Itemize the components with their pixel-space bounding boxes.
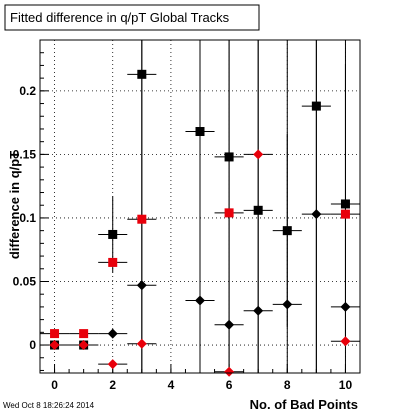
diamond-marker bbox=[282, 299, 293, 310]
x-tick-label: 2 bbox=[109, 378, 116, 392]
square-marker bbox=[79, 329, 89, 339]
x-tick-labels: 0 2 4 6 8 10 bbox=[51, 378, 352, 392]
square-marker bbox=[224, 208, 234, 218]
error-bars bbox=[40, 40, 360, 373]
square-marker bbox=[108, 229, 118, 239]
diamond-marker bbox=[136, 338, 147, 349]
y-tick-label: 0.15 bbox=[13, 147, 37, 161]
x-tick-label: 6 bbox=[226, 378, 233, 392]
x-tick-label: 8 bbox=[284, 378, 291, 392]
x-tick-label: 0 bbox=[51, 378, 58, 392]
x-tick-label: 4 bbox=[168, 378, 175, 392]
square-marker bbox=[253, 205, 263, 215]
diamond-marker bbox=[195, 295, 205, 306]
square-marker bbox=[137, 214, 147, 224]
square-marker bbox=[224, 152, 234, 162]
plot-frame bbox=[39, 39, 361, 374]
y-tick-label: 0.05 bbox=[13, 274, 37, 288]
diamond-marker bbox=[311, 209, 322, 220]
square-marker bbox=[340, 199, 350, 209]
square-marker bbox=[195, 127, 205, 137]
diamond-marker bbox=[136, 280, 147, 291]
diamond-marker bbox=[253, 149, 264, 160]
square-marker bbox=[108, 257, 118, 267]
diamond-marker bbox=[253, 305, 264, 316]
diamond-marker bbox=[107, 328, 118, 339]
diamond-marker bbox=[340, 301, 351, 312]
y-axis-label: difference in q/pT bbox=[7, 151, 22, 259]
square-marker bbox=[50, 329, 60, 339]
y-tick-label: 0.2 bbox=[19, 84, 36, 98]
diamond-marker bbox=[224, 366, 235, 377]
x-tick-label: 10 bbox=[339, 378, 353, 392]
chart-title: Fitted difference in q/pT Global Tracks bbox=[10, 10, 230, 25]
diamond-marker bbox=[78, 340, 89, 351]
y-tick-labels: 0 0.05 0.1 0.15 0.2 bbox=[13, 84, 37, 352]
title-box bbox=[4, 4, 260, 31]
square-marker bbox=[311, 101, 321, 111]
diamond-marker bbox=[224, 319, 235, 330]
diamond-marker bbox=[340, 336, 351, 347]
data-markers bbox=[49, 69, 351, 377]
diamond-marker bbox=[49, 340, 60, 351]
square-marker bbox=[137, 69, 147, 79]
square-marker bbox=[282, 226, 292, 236]
y-tick-label: 0.1 bbox=[19, 211, 36, 225]
square-marker bbox=[340, 209, 350, 219]
timestamp: Wed Oct 8 18:26:24 2014 bbox=[3, 401, 95, 410]
y-tick-label: 0 bbox=[29, 338, 36, 352]
diamond-marker bbox=[107, 359, 118, 370]
x-axis-label: No. of Bad Points bbox=[250, 397, 358, 412]
